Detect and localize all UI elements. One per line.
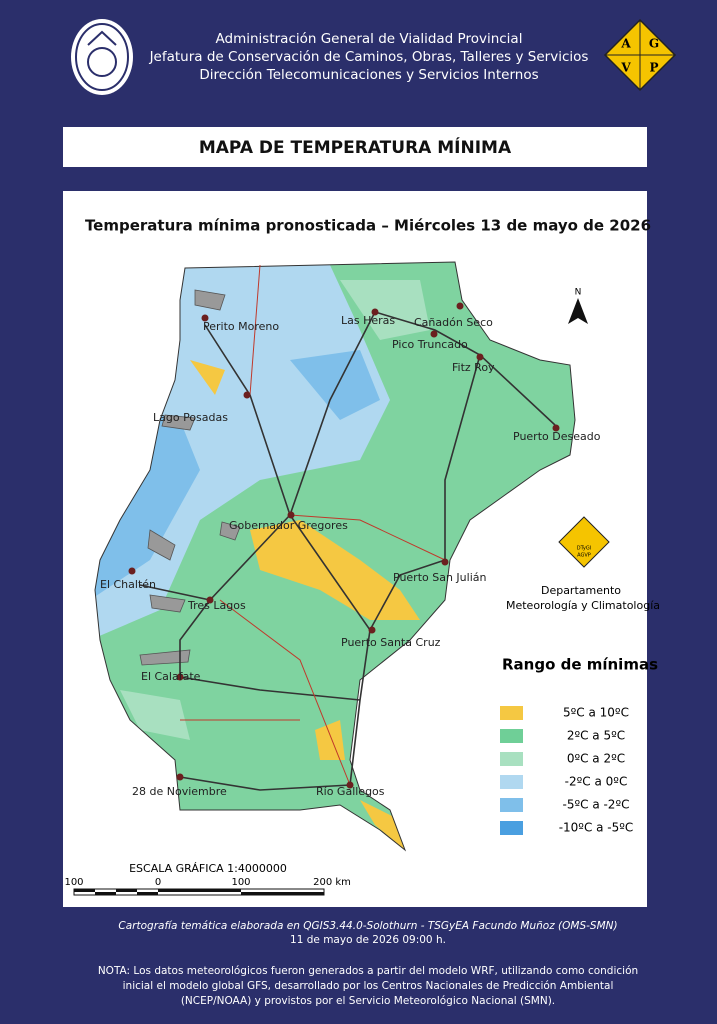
place: Fitz Roy [452, 353, 495, 374]
legend-label: 5ºC a 10ºC [563, 706, 629, 720]
place: El Calafate [141, 670, 201, 683]
header-line: Dirección Telecomunicaciones y Servicios… [199, 67, 538, 83]
place-label: Gobernador Gregores [229, 519, 348, 532]
place: Pico Truncado [392, 330, 468, 351]
place: Las Heras [341, 308, 395, 327]
dept-logo-text: DTyGI [577, 546, 591, 552]
title: MAPA DE TEMPERATURA MÍNIMA [199, 136, 512, 158]
scale-tick: 200 km [313, 877, 351, 888]
logo-letter: V [620, 61, 631, 75]
legend-label: 0ºC a 2ºC [567, 752, 625, 766]
place: Puerto Santa Cruz [341, 626, 441, 649]
place: 28 de Noviembre [132, 773, 227, 798]
logo-letter: P [649, 61, 658, 75]
place-label: Cañadón Seco [414, 316, 493, 329]
place: Puerto Deseado [513, 424, 601, 443]
map-subtitle: Temperatura mínima pronosticada – Miérco… [85, 217, 651, 235]
legend-label: -10ºC a -5ºC [559, 821, 634, 835]
place: Perito Moreno [201, 314, 279, 333]
place: Cañadón Seco [414, 302, 493, 329]
places: Perito Moreno Las Heras Cañadón Seco Pic… [100, 302, 601, 798]
footer: Cartografía temática elaborada en QGIS3.… [98, 920, 638, 1007]
dept-logo: DTyGI AGVP [558, 516, 610, 568]
place-label: Pico Truncado [392, 338, 468, 351]
place-label: Puerto Deseado [513, 430, 601, 443]
note: NOTA: Los datos meteorológicos fueron ge… [98, 965, 638, 977]
place-label: Río Gallegos [316, 785, 385, 798]
logo-letter: A [620, 37, 631, 51]
north-arrow: N [568, 288, 588, 324]
legend-label: -5ºC a -2ºC [563, 798, 630, 812]
credit: 11 de mayo de 2026 09:00 h. [290, 934, 446, 946]
legend-swatch [500, 798, 523, 812]
dept-logo-text: AGVP [577, 553, 591, 559]
note: (NCEP/NOAA) y provistos por el Servicio … [181, 995, 555, 1007]
place-label: Lago Posadas [153, 411, 228, 424]
dept-label: Meteorología y Climatología [506, 599, 660, 612]
header: Administración General de Vialidad Provi… [149, 31, 589, 83]
logo-letter: G [649, 37, 659, 51]
header-line: Jefatura de Conservación de Caminos, Obr… [149, 49, 589, 65]
note: inicial el modelo global GFS, desarrolla… [123, 980, 614, 992]
legend-swatch [500, 775, 523, 789]
legend-label: -2ºC a 0ºC [565, 775, 628, 789]
place-label: Fitz Roy [452, 361, 495, 374]
scale-tick: 0 [155, 877, 161, 888]
scale-bar: ESCALA GRÁFICA 1:4000000 100 0 100 200 k… [64, 862, 351, 896]
right-logo: A G V P [603, 18, 677, 92]
place-label: Puerto San Julián [393, 571, 487, 584]
left-logo [71, 19, 133, 95]
title-box [63, 127, 647, 167]
place-label: Tres Lagos [187, 599, 246, 612]
legend-title: Rango de mínimas [502, 656, 658, 674]
place: Puerto San Julián [393, 558, 487, 584]
dept-label: Departamento [541, 584, 621, 597]
legend-swatch [500, 729, 523, 743]
place: Río Gallegos [316, 781, 385, 798]
place: Tres Lagos [187, 596, 246, 612]
scale-tick: 100 [231, 877, 250, 888]
legend-swatch [500, 706, 523, 720]
legend-swatch [500, 821, 523, 835]
scale-tick: 100 [64, 877, 83, 888]
place: Lago Posadas [153, 391, 251, 424]
place: Gobernador Gregores [229, 511, 348, 532]
legend-label: 2ºC a 5ºC [567, 729, 625, 743]
place-label: El Calafate [141, 670, 201, 683]
place-label: Perito Moreno [203, 320, 279, 333]
place-label: 28 de Noviembre [132, 785, 227, 798]
place-label: Puerto Santa Cruz [341, 636, 441, 649]
credit: Cartografía temática elaborada en QGIS3.… [118, 920, 617, 932]
place: El Chaltén [100, 567, 156, 591]
legend: 5ºC a 10ºC 2ºC a 5ºC 0ºC a 2ºC -2ºC a 0ºC -5… [500, 706, 634, 835]
legend-swatch [500, 752, 523, 766]
north-label: N [575, 288, 582, 298]
place-label: El Chaltén [100, 578, 156, 591]
place-label: Las Heras [341, 314, 395, 327]
scale-title: ESCALA GRÁFICA 1:4000000 [129, 862, 287, 875]
header-line: Administración General de Vialidad Provi… [216, 31, 523, 47]
